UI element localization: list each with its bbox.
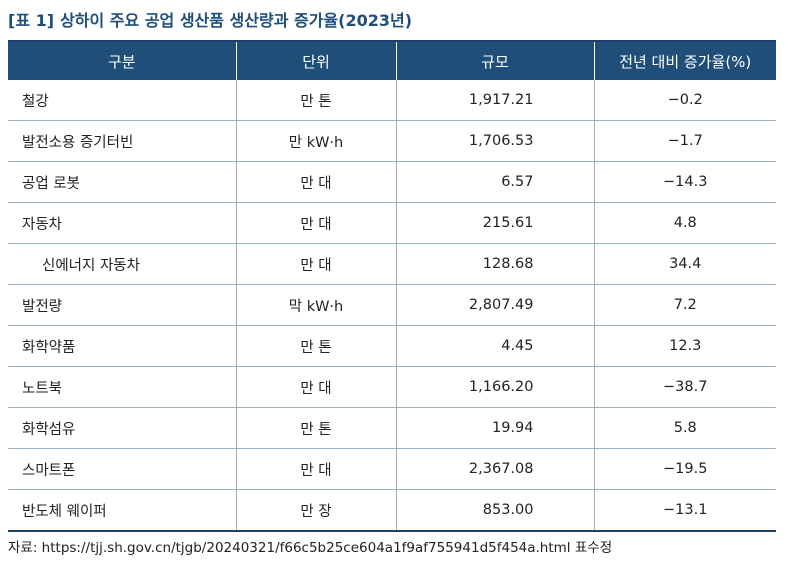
- cell-scale: 1,166.20: [395, 366, 594, 408]
- table-row: 발전소용 증기터빈 만 kW·h 1,706.53 −1.7: [8, 120, 776, 162]
- cell-scale: 4.45: [395, 325, 594, 367]
- statistics-table-container: 구분 단위 규모 전년 대비 증가율(%) 철강 만 톤 1,917.21 −0.2 발…: [8, 40, 776, 532]
- table-row: 발전량 막 kW·h 2,807.49 7.2: [8, 284, 776, 326]
- cell-growth-rate: 7.2: [593, 284, 776, 326]
- cell-item: 신에너지 자동차: [8, 243, 236, 285]
- table-title-text: 상하이 주요 공업 생산품 생산량과 증가율(2023년): [60, 11, 413, 30]
- header-unit: 단위: [235, 42, 396, 80]
- cell-growth-rate: −14.3: [593, 161, 776, 203]
- cell-unit: 만 대: [235, 202, 396, 244]
- cell-growth-rate: 4.8: [593, 202, 776, 244]
- cell-item: 자동차: [8, 202, 236, 244]
- cell-growth-rate: 12.3: [593, 325, 776, 367]
- cell-growth-rate: −13.1: [593, 489, 776, 532]
- cell-growth-rate: −38.7: [593, 366, 776, 408]
- table-row: 신에너지 자동차 만 대 128.68 34.4: [8, 243, 776, 285]
- cell-scale: 1,706.53: [395, 120, 594, 162]
- header-scale: 규모: [395, 42, 594, 80]
- cell-scale: 1,917.21: [395, 80, 594, 121]
- cell-growth-rate: −0.2: [593, 80, 776, 121]
- cell-scale: 19.94: [395, 407, 594, 449]
- table-body: 철강 만 톤 1,917.21 −0.2 발전소용 증기터빈 만 kW·h 1,706.53…: [8, 80, 776, 532]
- cell-item: 발전량: [8, 284, 236, 326]
- cell-item: 철강: [8, 80, 236, 121]
- cell-scale: 6.57: [395, 161, 594, 203]
- cell-item: 노트북: [8, 366, 236, 408]
- cell-item: 화학약품: [8, 325, 236, 367]
- header-growth-rate: 전년 대비 증가율(%): [593, 42, 776, 80]
- cell-scale: 215.61: [395, 202, 594, 244]
- header-category: 구분: [8, 42, 236, 80]
- cell-unit: 만 대: [235, 366, 396, 408]
- cell-item: 반도체 웨이퍼: [8, 489, 236, 532]
- cell-unit: 만 대: [235, 161, 396, 203]
- cell-unit: 만 대: [235, 243, 396, 285]
- source-note: 자료: https://tjj.sh.gov.cn/tjgb/20240321/…: [8, 540, 613, 556]
- cell-growth-rate: 34.4: [593, 243, 776, 285]
- table-title: [표 1] 상하이 주요 공업 생산품 생산량과 증가율(2023년): [8, 8, 412, 34]
- cell-item: 스마트폰: [8, 448, 236, 490]
- table-header-row: 구분 단위 규모 전년 대비 증가율(%): [8, 42, 776, 80]
- cell-growth-rate: −19.5: [593, 448, 776, 490]
- cell-unit: 막 kW·h: [235, 284, 396, 326]
- cell-scale: 853.00: [395, 489, 594, 532]
- table-row: 화학약품 만 톤 4.45 12.3: [8, 325, 776, 367]
- table-row: 노트북 만 대 1,166.20 −38.7: [8, 366, 776, 408]
- cell-unit: 만 톤: [235, 80, 396, 121]
- table-row: 공업 로봇 만 대 6.57 −14.3: [8, 161, 776, 203]
- cell-scale: 128.68: [395, 243, 594, 285]
- table-number-tag: [표 1]: [8, 11, 55, 30]
- cell-item: 공업 로봇: [8, 161, 236, 203]
- cell-item: 화학섬유: [8, 407, 236, 449]
- cell-unit: 만 장: [235, 489, 396, 532]
- cell-item: 발전소용 증기터빈: [8, 120, 236, 162]
- cell-unit: 만 톤: [235, 325, 396, 367]
- cell-scale: 2,367.08: [395, 448, 594, 490]
- cell-unit: 만 kW·h: [235, 120, 396, 162]
- table-row: 자동차 만 대 215.61 4.8: [8, 202, 776, 244]
- cell-unit: 만 대: [235, 448, 396, 490]
- cell-unit: 만 톤: [235, 407, 396, 449]
- table-row: 철강 만 톤 1,917.21 −0.2: [8, 80, 776, 121]
- production-statistics-table: 구분 단위 규모 전년 대비 증가율(%) 철강 만 톤 1,917.21 −0.2 발…: [8, 42, 776, 532]
- table-row: 스마트폰 만 대 2,367.08 −19.5: [8, 448, 776, 490]
- cell-growth-rate: 5.8: [593, 407, 776, 449]
- cell-scale: 2,807.49: [395, 284, 594, 326]
- cell-growth-rate: −1.7: [593, 120, 776, 162]
- table-row: 화학섬유 만 톤 19.94 5.8: [8, 407, 776, 449]
- table-row: 반도체 웨이퍼 만 장 853.00 −13.1: [8, 489, 776, 532]
